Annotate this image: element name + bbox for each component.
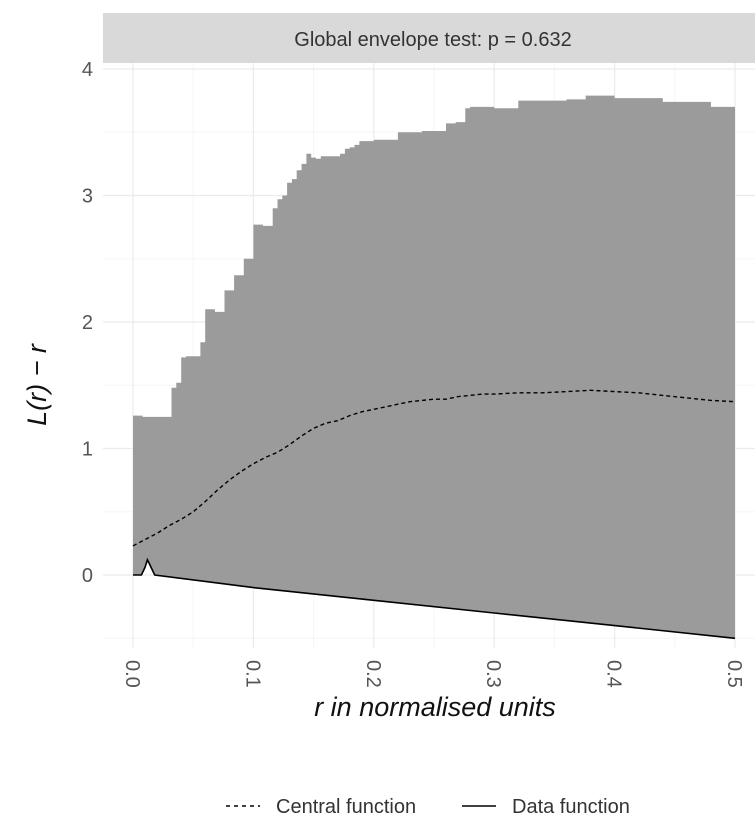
x-tick-label: 0.4 [603,660,625,688]
x-tick-label: 0.5 [723,660,745,688]
y-tick-label: 4 [82,59,93,81]
envelope-layer [133,95,735,639]
y-tick-label: 0 [82,565,93,587]
legend-central-label: Central function [276,796,416,818]
envelope-area [133,95,735,639]
y-axis-ticks: 0 1 2 3 4 [82,59,93,587]
series-layer [132,389,736,640]
y-tick-label: 2 [82,312,93,334]
legend-data-label: Data function [512,796,630,818]
x-tick-label: 0.2 [362,660,384,688]
legend: Central function Data function [226,796,630,818]
y-tick-label: 1 [82,439,93,461]
data-function-line [133,557,736,640]
facet-title: Global envelope test: p = 0.632 [294,29,571,51]
x-axis-ticks: 0.0 0.1 0.2 0.3 0.4 0.5 [121,660,745,688]
y-tick-label: 3 [82,186,93,208]
facet-strip [103,13,755,63]
y-axis-title: L(r) − r [22,343,52,426]
x-tick-label: 0.1 [241,660,263,688]
x-tick-label: 0.0 [121,660,143,688]
x-tick-label: 0.3 [482,660,504,688]
x-axis-title: r in normalised units [314,692,556,722]
